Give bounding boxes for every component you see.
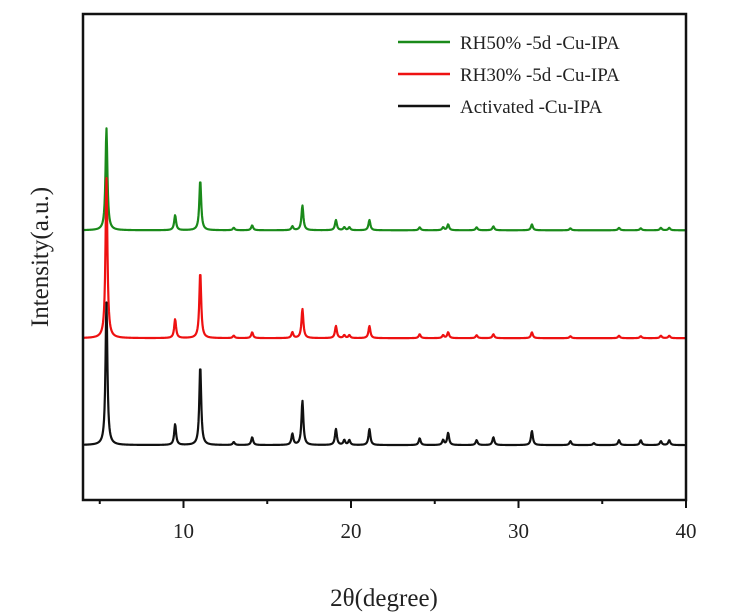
- x-tick-label: 40: [676, 519, 697, 543]
- plot-frame: [81, 12, 688, 502]
- legend-label-activated: Activated -Cu-IPA: [460, 97, 603, 118]
- y-axis-title: Intensity(a.u.): [27, 187, 54, 327]
- legend-label-rh50: RH50% -5d -Cu-IPA: [460, 33, 620, 54]
- series-line-0: [83, 127, 686, 232]
- series-line-2: [83, 301, 686, 447]
- legend: RH50% -5d -Cu-IPA RH30% -5d -Cu-IPA Acti…: [398, 33, 620, 118]
- x-tick-label: 20: [341, 519, 362, 543]
- series-line-1: [83, 176, 686, 340]
- series-layer: [83, 127, 686, 447]
- x-tick-label: 30: [508, 519, 529, 543]
- legend-label-rh30: RH30% -5d -Cu-IPA: [460, 65, 620, 86]
- x-axis-title: 2θ(degree): [330, 585, 438, 612]
- x-tick-label: 10: [173, 519, 194, 543]
- x-axis: 10 20 30 40: [98, 500, 697, 543]
